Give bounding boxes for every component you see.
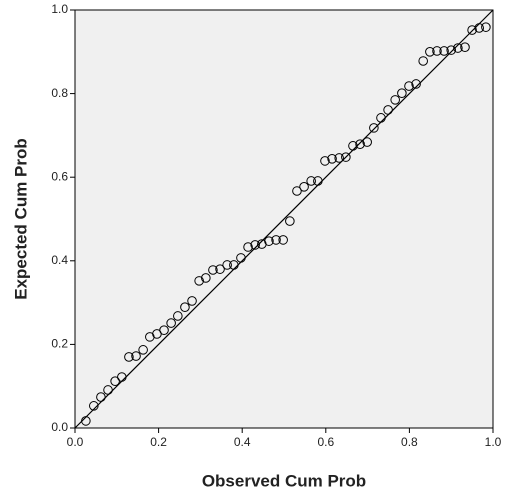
x-tick-label: 0.8 — [401, 435, 418, 449]
data-point — [103, 385, 113, 395]
y-tick-label: 0.2 — [51, 337, 68, 351]
data-point — [236, 253, 246, 263]
data-point — [222, 260, 232, 270]
x-tick-label: 0.4 — [234, 435, 251, 449]
data-point — [418, 56, 428, 66]
data-point — [460, 42, 470, 53]
data-point — [383, 105, 393, 115]
x-tick-label: 0.6 — [317, 435, 334, 449]
x-tick-label: 1.0 — [485, 435, 502, 449]
y-axis-title: Expected Cum Prob — [11, 138, 30, 300]
data-point — [404, 81, 414, 91]
reference-line — [74, 9, 494, 429]
data-point — [355, 139, 365, 149]
data-point — [446, 45, 457, 55]
x-tick-label: 0.0 — [67, 435, 84, 449]
data-point — [390, 95, 400, 105]
x-tick-label: 0.2 — [150, 435, 167, 449]
data-point — [180, 302, 190, 312]
data-point — [89, 401, 99, 411]
data-point — [194, 276, 204, 286]
data-point — [243, 242, 253, 252]
data-point — [341, 152, 351, 162]
plot-frame — [74, 9, 494, 429]
data-point — [397, 88, 407, 98]
data-point — [110, 376, 120, 386]
data-point — [173, 311, 183, 321]
data-point — [411, 79, 421, 89]
data-point — [124, 352, 134, 362]
data-point — [117, 372, 127, 382]
data-point — [159, 325, 169, 335]
data-point — [250, 240, 260, 250]
data-point — [81, 416, 91, 426]
data-point — [376, 113, 386, 123]
y-tick-label: 0.8 — [51, 86, 68, 100]
data-point — [474, 23, 485, 33]
y-tick-label: 0.6 — [51, 169, 68, 183]
data-point — [271, 235, 281, 245]
data-point — [439, 46, 449, 56]
data-point — [264, 236, 274, 246]
data-point — [467, 25, 477, 35]
data-point — [285, 216, 295, 226]
data-point — [334, 153, 344, 163]
data-point — [187, 296, 197, 306]
data-point — [229, 260, 239, 270]
data-point — [327, 154, 337, 164]
data-point — [96, 392, 106, 402]
y-tick-label: 1.0 — [51, 2, 68, 16]
data-point — [131, 351, 141, 361]
data-point — [481, 22, 491, 32]
data-point — [201, 273, 211, 283]
y-tick-label: 0.0 — [51, 420, 68, 434]
data-point — [292, 186, 302, 196]
data-point — [215, 264, 225, 274]
data-point — [369, 123, 379, 133]
data-point — [313, 176, 323, 186]
data-point — [320, 156, 330, 166]
x-axis-title: Observed Cum Prob — [202, 471, 366, 490]
data-point — [306, 176, 316, 186]
data-point — [362, 137, 372, 147]
data-point — [299, 182, 309, 192]
data-point — [138, 345, 148, 355]
data-point — [208, 265, 218, 275]
data-point — [278, 235, 288, 245]
data-point — [425, 47, 435, 57]
data-point — [166, 318, 176, 328]
data-point — [432, 46, 442, 56]
data-point — [453, 43, 463, 53]
y-tick-label: 0.4 — [51, 253, 68, 267]
data-point — [348, 141, 358, 151]
